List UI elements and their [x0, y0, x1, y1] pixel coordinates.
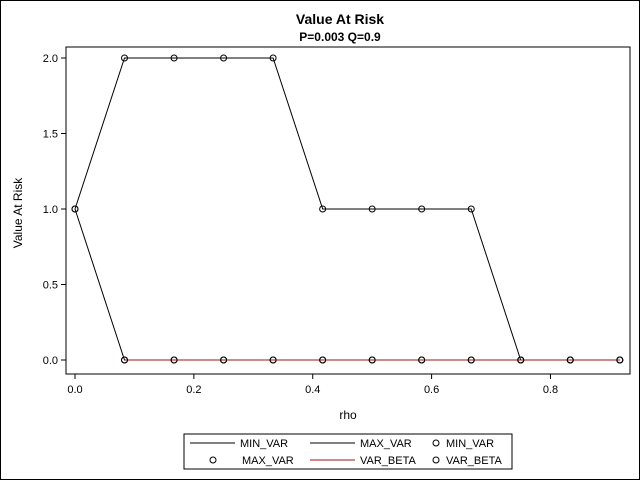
data-point-max-var — [467, 205, 475, 213]
series-line-max-var — [74, 57, 620, 361]
data-point-var-beta — [170, 356, 178, 364]
legend-label-min-var: MIN_VAR — [446, 438, 494, 450]
data-point-var-beta — [418, 356, 426, 364]
data-point-max-var — [121, 54, 129, 62]
plot-area — [65, 46, 631, 375]
legend: MIN_VAR MAX_VAR MIN_VAR MAX_VAR VAR_BETA VAR_… — [190, 438, 502, 467]
legend-label-var-beta: VAR_BETA — [360, 455, 416, 467]
data-point-max-var — [71, 205, 79, 213]
legend-box — [183, 433, 513, 470]
x-axis: 0.0 0.2 0.4 0.6 0.8 — [67, 374, 558, 396]
data-point-max-var — [368, 205, 376, 213]
data-point-max-var — [269, 54, 277, 62]
legend-label-max-var: MAX_VAR — [242, 455, 294, 467]
y-axis: 0.0 0.5 1.0 1.5 2.0 — [43, 53, 66, 367]
data-point-var-beta — [368, 356, 376, 364]
series-line-min-var — [74, 208, 620, 361]
legend-marker-min-var — [432, 439, 440, 447]
y-tick-label: 0.0 — [43, 355, 58, 367]
x-tick-label: 0.2 — [186, 384, 201, 396]
x-tick-label: 0.0 — [67, 384, 82, 396]
y-tick-label: 0.5 — [43, 280, 58, 292]
data-point-max-var — [170, 54, 178, 62]
y-tick-label: 1.0 — [43, 204, 58, 216]
data-point-var-beta — [467, 356, 475, 364]
data-point-var-beta — [121, 356, 129, 364]
x-axis-label: rho — [339, 408, 357, 422]
data-point-max-var — [418, 205, 426, 213]
data-point-max-var — [220, 54, 228, 62]
x-tick-label: 0.6 — [424, 384, 439, 396]
data-point-var-beta — [566, 356, 574, 364]
legend-marker-var-beta — [432, 456, 440, 464]
data-point-max-var — [319, 205, 327, 213]
data-point-var-beta — [220, 356, 228, 364]
data-point-var-beta — [269, 356, 277, 364]
y-tick-label: 2.0 — [43, 53, 58, 65]
series-lines — [74, 57, 620, 361]
y-axis-label: Value At Risk — [11, 177, 25, 248]
legend-label-max-var: MAX_VAR — [360, 438, 412, 450]
legend-marker-max-var — [209, 456, 217, 464]
x-tick-label: 0.8 — [543, 384, 558, 396]
legend-label-min-var: MIN_VAR — [240, 438, 288, 450]
legend-label-var-beta: VAR_BETA — [446, 455, 502, 467]
y-tick-label: 1.5 — [43, 129, 58, 141]
data-point-var-beta — [616, 356, 624, 364]
x-tick-label: 0.4 — [305, 384, 320, 396]
data-point-var-beta — [517, 356, 525, 364]
chart-subtitle: P=0.003 Q=0.9 — [299, 30, 381, 44]
chart-title: Value At Risk — [296, 11, 384, 27]
data-point-var-beta — [319, 356, 327, 364]
series-markers — [71, 54, 624, 364]
